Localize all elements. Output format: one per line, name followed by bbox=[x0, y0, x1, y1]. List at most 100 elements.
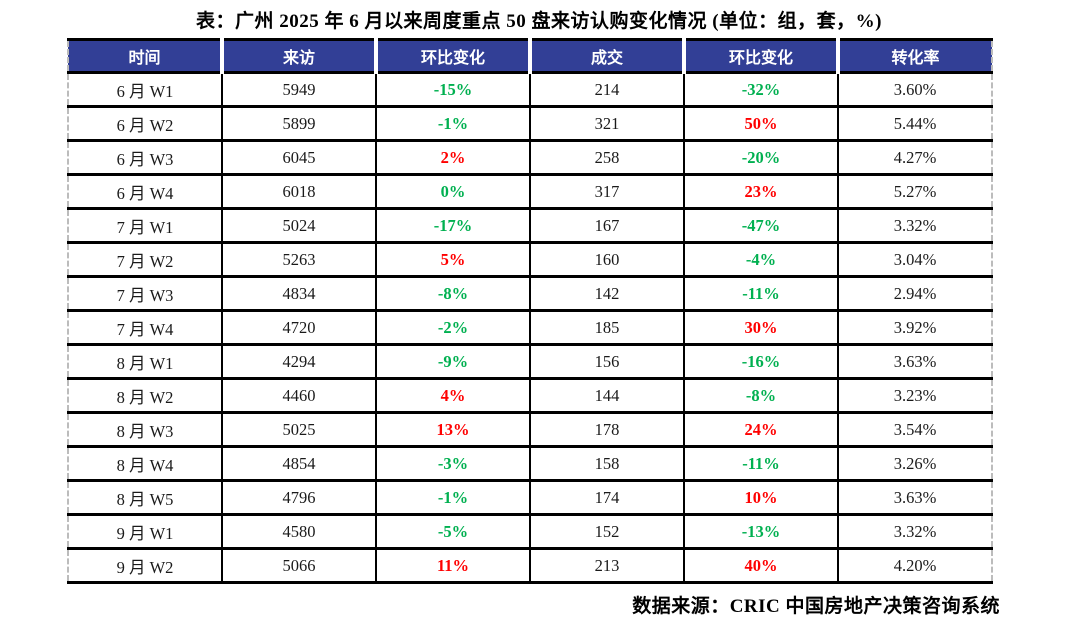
deals-cell: 214 bbox=[529, 72, 684, 108]
visits-cell: 5263 bbox=[221, 242, 376, 278]
data-table-container: 时间 来访 环比变化 成交 环比变化 转化率 6 月 W1 5949 -15% 214 -32% 3… bbox=[67, 38, 993, 584]
deals-cell: 160 bbox=[529, 242, 684, 278]
deals-cell: 142 bbox=[529, 276, 684, 312]
time-cell: 6 月 W4 bbox=[68, 174, 222, 210]
header-row: 时间 来访 环比变化 成交 环比变化 转化率 bbox=[68, 39, 992, 74]
conversion-cell: 5.44% bbox=[837, 106, 992, 142]
conversion-cell: 2.94% bbox=[837, 276, 992, 312]
time-cell: 6 月 W2 bbox=[68, 106, 222, 142]
deals-wow-cell: -8% bbox=[683, 378, 838, 414]
deals-wow-cell: 40% bbox=[683, 548, 838, 583]
deals-wow-cell: 50% bbox=[683, 106, 838, 142]
table-row: 6 月 W3 6045 2% 258 -20% 4.27% bbox=[68, 140, 992, 176]
conversion-cell: 3.60% bbox=[837, 72, 992, 108]
visits-wow-cell: -15% bbox=[375, 72, 530, 108]
conversion-cell: 3.54% bbox=[837, 412, 992, 448]
visits-wow-cell: -17% bbox=[375, 208, 530, 244]
visits-wow-cell: -2% bbox=[375, 310, 530, 346]
table-row: 7 月 W4 4720 -2% 185 30% 3.92% bbox=[68, 310, 992, 346]
deals-cell: 178 bbox=[529, 412, 684, 448]
deals-wow-cell: -32% bbox=[683, 72, 838, 108]
table-row: 8 月 W1 4294 -9% 156 -16% 3.63% bbox=[68, 344, 992, 380]
visits-cell: 5899 bbox=[221, 106, 376, 142]
deals-wow-cell: 23% bbox=[683, 174, 838, 210]
table-row: 9 月 W2 5066 11% 213 40% 4.20% bbox=[68, 548, 992, 583]
column-header-deals-wow: 环比变化 bbox=[682, 39, 838, 74]
deals-wow-cell: -13% bbox=[683, 514, 838, 550]
deals-cell: 152 bbox=[529, 514, 684, 550]
conversion-cell: 4.20% bbox=[837, 548, 992, 583]
conversion-cell: 3.63% bbox=[837, 344, 992, 380]
table-row: 6 月 W1 5949 -15% 214 -32% 3.60% bbox=[68, 72, 992, 108]
time-cell: 6 月 W3 bbox=[68, 140, 222, 176]
conversion-cell: 3.32% bbox=[837, 514, 992, 550]
table-row: 6 月 W4 6018 0% 317 23% 5.27% bbox=[68, 174, 992, 210]
time-cell: 7 月 W3 bbox=[68, 276, 222, 312]
deals-cell: 317 bbox=[529, 174, 684, 210]
conversion-cell: 3.26% bbox=[837, 446, 992, 482]
time-cell: 7 月 W1 bbox=[68, 208, 222, 244]
visits-wow-cell: 4% bbox=[375, 378, 530, 414]
conversion-cell: 3.04% bbox=[837, 242, 992, 278]
deals-wow-cell: 30% bbox=[683, 310, 838, 346]
time-cell: 8 月 W4 bbox=[68, 446, 222, 482]
deals-wow-cell: -16% bbox=[683, 344, 838, 380]
deals-cell: 185 bbox=[529, 310, 684, 346]
visits-cell: 4854 bbox=[221, 446, 376, 482]
time-cell: 8 月 W3 bbox=[68, 412, 222, 448]
table-body: 6 月 W1 5949 -15% 214 -32% 3.60% 6 月 W2 5899 -1% 3… bbox=[68, 72, 992, 583]
visits-cell: 6045 bbox=[221, 140, 376, 176]
deals-cell: 158 bbox=[529, 446, 684, 482]
visits-wow-cell: 2% bbox=[375, 140, 530, 176]
deals-cell: 213 bbox=[529, 548, 684, 583]
conversion-cell: 3.23% bbox=[837, 378, 992, 414]
conversion-cell: 5.27% bbox=[837, 174, 992, 210]
table-title: 表：广州 2025 年 6 月以来周度重点 50 盘来访认购变化情况 (单位：组… bbox=[196, 11, 882, 32]
conversion-cell: 3.92% bbox=[837, 310, 992, 346]
time-cell: 8 月 W5 bbox=[68, 480, 222, 516]
time-cell: 9 月 W1 bbox=[68, 514, 222, 550]
visits-cell: 4294 bbox=[221, 344, 376, 380]
visits-wow-cell: -5% bbox=[375, 514, 530, 550]
deals-cell: 156 bbox=[529, 344, 684, 380]
table-row: 8 月 W2 4460 4% 144 -8% 3.23% bbox=[68, 378, 992, 414]
visits-cell: 4720 bbox=[221, 310, 376, 346]
table-row: 8 月 W3 5025 13% 178 24% 3.54% bbox=[68, 412, 992, 448]
table-row: 7 月 W1 5024 -17% 167 -47% 3.32% bbox=[68, 208, 992, 244]
deals-wow-cell: -11% bbox=[683, 446, 838, 482]
deals-wow-cell: 24% bbox=[683, 412, 838, 448]
visits-wow-cell: -1% bbox=[375, 480, 530, 516]
conversion-cell: 4.27% bbox=[837, 140, 992, 176]
visits-wow-cell: 11% bbox=[375, 548, 530, 583]
deals-cell: 167 bbox=[529, 208, 684, 244]
time-cell: 6 月 W1 bbox=[68, 72, 222, 108]
table-row: 8 月 W4 4854 -3% 158 -11% 3.26% bbox=[68, 446, 992, 482]
time-cell: 9 月 W2 bbox=[116, 557, 174, 577]
visits-cell: 5949 bbox=[221, 72, 376, 108]
column-header-time: 时间 bbox=[68, 39, 222, 74]
visits-cell: 4580 bbox=[221, 514, 376, 550]
conversion-cell: 3.63% bbox=[837, 480, 992, 516]
deals-wow-cell: 10% bbox=[683, 480, 838, 516]
visits-cell: 5025 bbox=[221, 412, 376, 448]
visits-wow-cell: -3% bbox=[375, 446, 530, 482]
visits-cell: 6018 bbox=[221, 174, 376, 210]
visits-cell: 5024 bbox=[221, 208, 376, 244]
deals-cell: 174 bbox=[529, 480, 684, 516]
deals-wow-cell: -4% bbox=[683, 242, 838, 278]
time-cell: 7 月 W4 bbox=[68, 310, 222, 346]
visits-cell: 4834 bbox=[221, 276, 376, 312]
column-header-visits-wow: 环比变化 bbox=[374, 39, 530, 74]
column-header-conversion: 转化率 bbox=[836, 39, 992, 74]
deals-cell: 258 bbox=[529, 140, 684, 176]
column-header-visits: 来访 bbox=[220, 39, 376, 74]
visits-cell: 4796 bbox=[221, 480, 376, 516]
table-row: 6 月 W2 5899 -1% 321 50% 5.44% bbox=[68, 106, 992, 142]
weekly-visits-deals-table: 时间 来访 环比变化 成交 环比变化 转化率 6 月 W1 5949 -15% 214 -32% 3… bbox=[67, 38, 993, 584]
time-cell: 7 月 W2 bbox=[68, 242, 222, 278]
deals-wow-cell: -11% bbox=[683, 276, 838, 312]
table-row: 9 月 W1 4580 -5% 152 -13% 3.32% bbox=[68, 514, 992, 550]
deals-wow-cell: -47% bbox=[683, 208, 838, 244]
visits-wow-cell: -1% bbox=[375, 106, 530, 142]
